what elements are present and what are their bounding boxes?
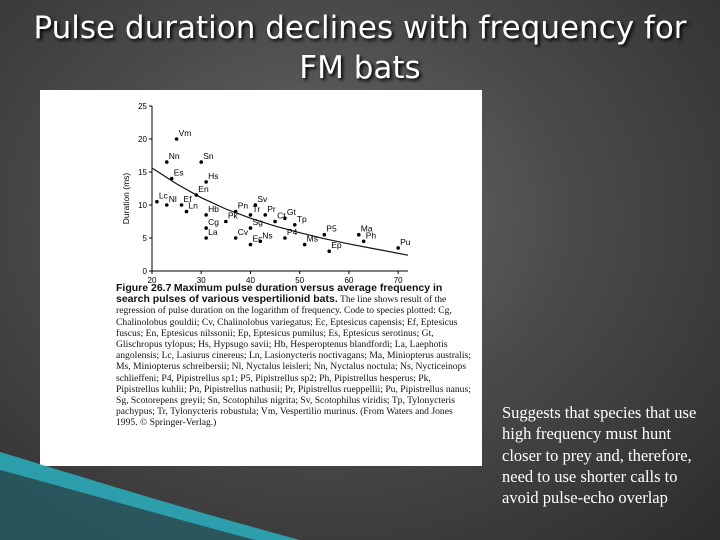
y-tick-label: 20: [138, 135, 147, 144]
y-tick-label: 10: [138, 201, 147, 210]
x-tick-label: 30: [197, 276, 206, 285]
data-point: [248, 242, 253, 247]
data-point: [174, 137, 179, 141]
data-point-label: Hs: [208, 171, 218, 181]
slide-title-line-2: FM bats: [299, 50, 421, 86]
data-point: [396, 246, 400, 250]
data-point-label: Ma: [361, 224, 373, 234]
data-point-label: Gt: [287, 207, 297, 217]
data-point: [164, 203, 169, 207]
data-point: [224, 219, 228, 224]
data-point: [283, 236, 287, 240]
x-tick-label: 20: [148, 276, 157, 285]
data-point: [258, 239, 263, 244]
data-point-label: Pn: [238, 201, 249, 211]
data-point-label: P4: [287, 227, 298, 237]
data-point: [233, 236, 238, 240]
data-point-label: Vm: [179, 128, 192, 138]
x-tick-label: 40: [246, 276, 255, 285]
data-point: [179, 203, 184, 207]
figure-panel: 20 30 40 50 60 70 0 5 10 15 20 25 Frequency (kHz) Dur…: [40, 90, 482, 466]
data-point-label: Nn: [169, 151, 180, 161]
data-point-label: Es: [174, 168, 184, 178]
x-tick-label: 60: [344, 276, 353, 285]
slide-note: Suggests that species that use high freq…: [502, 403, 697, 508]
data-point: [164, 160, 169, 164]
data-point: [184, 209, 189, 214]
swoosh-shadow: [0, 470, 255, 540]
data-point: [155, 199, 159, 204]
data-point: [283, 216, 287, 220]
data-point-label: Cg: [208, 217, 219, 227]
slide-title-line-1: Pulse duration declines with frequency f…: [33, 10, 687, 46]
scatter-chart: 20 30 40 50 60 70 0 5 10 15 20 25 Frequency (kHz) Dur…: [121, 102, 411, 290]
data-point-label: Pu: [400, 237, 411, 247]
y-axis-label: Duration (ms): [121, 173, 131, 225]
data-point-label: Sg: [252, 217, 263, 227]
data-point-label: Nl: [169, 194, 177, 204]
figure-caption: Figure 26.7 Maximum pulse duration versu…: [116, 282, 476, 429]
data-point-label: En: [198, 184, 209, 194]
data-point-label: P5: [326, 224, 337, 234]
data-point: [248, 213, 253, 217]
data-point: [302, 242, 307, 247]
figure-title: Maximum pulse duration versus average fr…: [116, 282, 443, 306]
data-point-label: Pk: [228, 211, 239, 221]
data-point: [327, 249, 332, 253]
data-point-label: Ns: [262, 230, 272, 240]
slide-title: Pulse duration declines with frequency f…: [20, 8, 700, 88]
y-tick-label: 0: [143, 267, 148, 276]
y-tick-label: 5: [143, 234, 148, 243]
data-point: [204, 180, 208, 184]
data-point-label: Ms: [307, 234, 318, 244]
data-point-label: La: [208, 227, 218, 237]
x-axis-label: Frequency (kHz): [229, 288, 292, 290]
data-point-label: Ln: [188, 201, 198, 211]
data-point: [204, 236, 208, 240]
x-tick-label: 70: [394, 276, 403, 285]
data-point-label: Sv: [257, 194, 268, 204]
data-point: [199, 160, 204, 164]
data-point-label: Ef: [184, 194, 193, 204]
data-point: [322, 232, 327, 237]
data-point: [253, 203, 258, 207]
data-point-label: Ec: [252, 234, 263, 244]
data-point-label: Lc: [159, 191, 169, 201]
figure-number: Figure 26.7: [116, 282, 172, 294]
data-point-label: Tr: [252, 204, 260, 214]
data-point: [292, 223, 297, 227]
data-point: [204, 226, 208, 230]
data-point: [356, 232, 361, 237]
data-point-label: Sn: [203, 151, 214, 161]
data-point-label: Pr: [267, 204, 276, 214]
data-point: [273, 219, 277, 224]
data-point: [233, 209, 238, 214]
data-point: [204, 213, 208, 217]
data-point-label: Cv: [238, 227, 249, 237]
figure-caption-text: The line shows result of the regression …: [116, 294, 471, 429]
regression-line: [151, 167, 409, 256]
data-point: [263, 213, 268, 217]
y-tick-label: 25: [138, 102, 147, 111]
data-point: [248, 226, 253, 230]
data-point: [361, 239, 366, 244]
x-tick-label: 50: [295, 276, 304, 285]
data-point: [194, 193, 199, 197]
data-point-label: Ep: [331, 240, 342, 250]
data-point-label: Tp: [297, 214, 307, 224]
data-point-label: Ph: [366, 230, 377, 240]
data-point: [169, 176, 174, 181]
data-point-label: Hb: [208, 204, 219, 214]
y-tick-label: 15: [138, 168, 147, 177]
data-point-label: Ct: [277, 211, 286, 221]
